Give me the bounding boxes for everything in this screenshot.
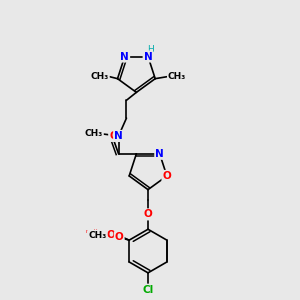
Text: H: H <box>148 45 154 54</box>
Text: O: O <box>109 131 118 141</box>
Text: Cl: Cl <box>142 285 154 295</box>
Text: CH₃: CH₃ <box>88 231 106 240</box>
Text: N: N <box>155 149 164 159</box>
Text: CH₃: CH₃ <box>85 130 103 139</box>
Text: O: O <box>115 232 124 242</box>
Text: O: O <box>163 171 171 181</box>
Text: CH₃: CH₃ <box>91 72 109 81</box>
Text: N: N <box>114 131 123 141</box>
Text: methoxy: methoxy <box>85 229 110 234</box>
Text: O: O <box>144 209 152 219</box>
Text: O: O <box>107 230 116 240</box>
Text: N: N <box>120 52 129 61</box>
Text: N: N <box>144 52 152 61</box>
Text: CH₃: CH₃ <box>168 72 186 81</box>
